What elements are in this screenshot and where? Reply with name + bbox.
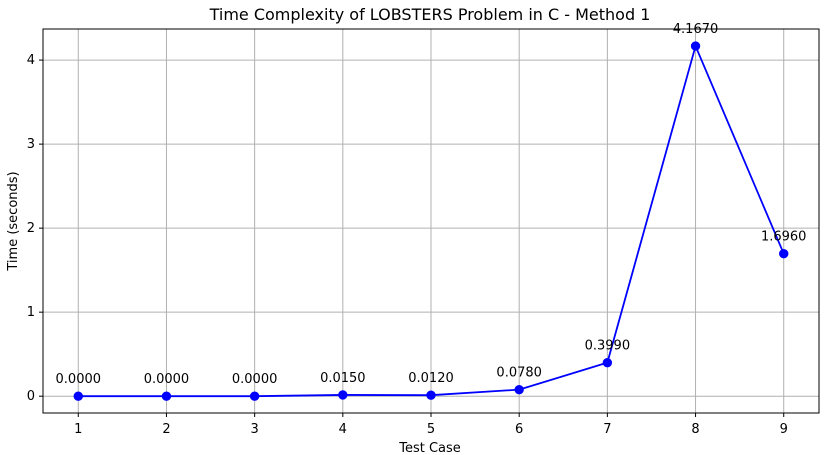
data-label: 0.0150 <box>320 371 366 386</box>
data-point <box>602 357 613 368</box>
plot-area: 1 2 3 4 5 6 7 8 9 0 1 2 3 4 0.0000 0.0000 0.0000 0.0150 0.… <box>27 22 820 437</box>
y-tick-label: 0 <box>27 389 35 404</box>
data-point <box>426 390 436 400</box>
x-axis-title: Test Case <box>398 441 461 455</box>
x-tick-label: 7 <box>603 422 611 437</box>
y-tick-label: 4 <box>27 53 35 68</box>
x-tick-label: 4 <box>339 422 347 437</box>
data-point <box>779 248 789 259</box>
data-label: 0.0000 <box>232 372 278 387</box>
x-tick-label: 3 <box>250 422 258 437</box>
y-axis-title: Time (seconds) <box>6 171 21 271</box>
data-label: 0.0780 <box>496 366 542 381</box>
x-tick-label: 5 <box>427 422 435 437</box>
data-point <box>338 390 348 400</box>
x-tick-label: 9 <box>780 422 788 437</box>
y-tick-label: 2 <box>27 221 35 236</box>
y-tick-label: 1 <box>27 305 35 320</box>
data-point <box>249 391 260 401</box>
x-tick-label: 6 <box>515 422 523 437</box>
data-label: 4.1670 <box>673 22 719 37</box>
data-label: 1.6960 <box>761 230 807 245</box>
x-tick-label: 8 <box>691 422 699 437</box>
data-point <box>690 41 701 51</box>
data-label: 0.0000 <box>144 372 190 387</box>
data-point <box>73 391 83 401</box>
data-point <box>161 391 172 401</box>
chart-title: Time Complexity of LOBSTERS Problem in C… <box>209 5 651 24</box>
data-label: 0.0120 <box>408 371 454 386</box>
x-tick-label: 1 <box>74 422 82 437</box>
data-point <box>514 384 524 395</box>
data-label: 0.0000 <box>56 372 102 387</box>
y-tick-label: 3 <box>27 137 35 152</box>
x-tick-label: 2 <box>162 422 170 437</box>
data-label: 0.3990 <box>585 339 631 354</box>
